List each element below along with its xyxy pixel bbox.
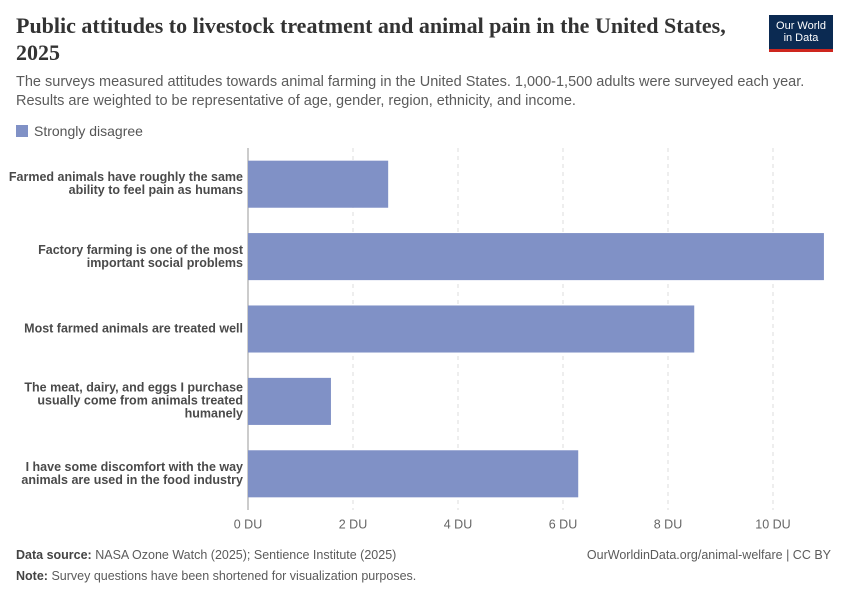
x-tick-label: 4 DU: [444, 517, 472, 531]
category-label: Farmed animals have roughly the same abi…: [8, 170, 243, 198]
x-tick-label: 0 DU: [234, 517, 262, 531]
legend-label: Strongly disagree: [34, 123, 143, 139]
bar: [248, 450, 579, 498]
category-label: Most farmed animals are treated well: [24, 321, 243, 336]
note-text: Survey questions have been shortened for…: [51, 569, 417, 583]
logo-line: in Data: [783, 32, 819, 44]
legend-swatch: [16, 125, 28, 137]
category-label: The meat, dairy, and eggs I purchase usu…: [24, 380, 243, 421]
source-text: NASA Ozone Watch (2025); Sentience Insti…: [95, 548, 397, 562]
chart-subtitle: The surveys measured attitudes towards a…: [16, 74, 805, 109]
category-label: Factory farming is one of the most impor…: [38, 242, 243, 270]
bar: [248, 233, 824, 281]
chart-title: Public attitudes to livestock treatment …: [16, 13, 726, 65]
logo[interactable]: Our World in Data: [769, 15, 833, 52]
logo-line: Our World: [776, 20, 826, 32]
category-label: I have some discomfort with the way anim…: [21, 459, 243, 487]
source: Data source: NASA Ozone Watch (2025); Se…: [16, 548, 396, 562]
bar: [248, 160, 389, 208]
note-label: Note:: [16, 569, 48, 583]
source-label: Data source:: [16, 548, 92, 562]
x-tick-label: 6 DU: [549, 517, 577, 531]
bar: [248, 305, 695, 353]
x-tick-label: 2 DU: [339, 517, 367, 531]
url[interactable]: OurWorldinData.org/animal-welfare | CC B…: [586, 548, 831, 562]
bar: [248, 377, 331, 425]
x-tick-label: 8 DU: [654, 517, 682, 531]
note: Note: Survey questions have been shorten…: [16, 569, 416, 583]
x-tick-label: 10 DU: [755, 517, 790, 531]
